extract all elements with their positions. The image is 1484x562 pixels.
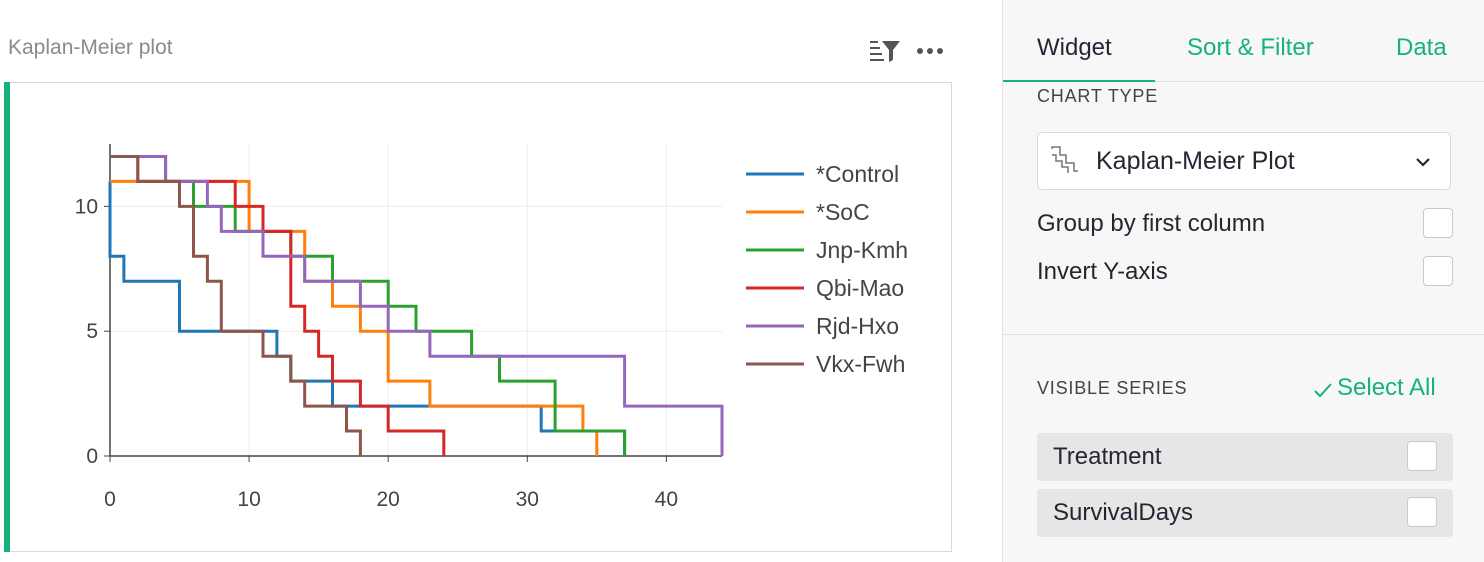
group-by-first-column-option: Group by first column — [1037, 208, 1453, 242]
select-all-button[interactable]: Select All — [1313, 374, 1436, 402]
visible-series-label: VISIBLE SERIES — [1037, 378, 1188, 398]
legend-layer: *Control *SoC Jnp-Kmh Qbi-Mao Rjd-Hxo Vkx-Fwh — [746, 161, 908, 377]
legend-label: Jnp-Kmh — [816, 237, 908, 263]
legend-label: *SoC — [816, 199, 870, 225]
tab-widget[interactable]: Widget — [1037, 34, 1112, 61]
invert-y-axis-option: Invert Y-axis — [1037, 256, 1453, 290]
chart-type-value: Kaplan-Meier Plot — [1096, 147, 1295, 175]
series-option-label: SurvivalDays — [1053, 499, 1194, 526]
sort-filter-icon[interactable] — [868, 38, 902, 64]
legend-label: Rjd-Hxo — [816, 313, 899, 339]
chevron-down-icon — [1414, 153, 1432, 171]
x-tick-label: 10 — [237, 488, 260, 511]
x-tick-label: 40 — [655, 488, 678, 511]
group-by-first-column-label: Group by first column — [1037, 210, 1266, 237]
active-tab-indicator — [1003, 80, 1155, 82]
select-all-label: Select All — [1337, 374, 1436, 401]
series-line-soc — [110, 179, 599, 456]
series-option-treatment[interactable]: Treatment — [1037, 433, 1453, 481]
x-tick-label: 20 — [377, 488, 400, 511]
x-tick-label: 0 — [104, 488, 116, 511]
check-icon — [1313, 379, 1333, 399]
invert-y-axis-checkbox[interactable] — [1423, 256, 1453, 286]
series-line-rjdhxo — [110, 155, 724, 456]
widget-title: Kaplan-Meier plot — [8, 36, 173, 59]
tab-data[interactable]: Data — [1396, 34, 1447, 61]
legend-label: Qbi-Mao — [816, 275, 904, 301]
chart-frame — [4, 82, 952, 552]
section-divider — [1003, 334, 1484, 335]
series-option-checkbox[interactable] — [1407, 497, 1437, 527]
tab-sort-filter[interactable]: Sort & Filter — [1187, 34, 1314, 61]
chart-type-select[interactable]: Kaplan-Meier Plot — [1037, 132, 1451, 190]
widget-area: Kaplan-Meier plot 0 10 20 30 40 0 5 10 *Control… — [4, 36, 952, 552]
series-line-jnpkmh — [110, 155, 627, 456]
legend-label: Vkx-Fwh — [816, 351, 905, 377]
series-line-vkxfwh — [110, 155, 362, 456]
series-option-checkbox[interactable] — [1407, 441, 1437, 471]
legend-label: *Control — [816, 161, 899, 187]
axis-layer: 0 10 20 30 40 0 5 10 — [75, 144, 722, 511]
y-tick-label: 10 — [75, 195, 98, 218]
series-line-qbimao — [110, 155, 446, 456]
y-tick-label: 5 — [86, 320, 98, 343]
series-option-label: Treatment — [1053, 443, 1162, 470]
tab-divider — [1155, 81, 1484, 82]
grid-layer — [110, 144, 722, 456]
y-tick-label: 0 — [86, 445, 98, 468]
x-tick-label: 30 — [516, 488, 539, 511]
kaplan-meier-plot-icon — [1050, 145, 1080, 175]
chart-type-label: CHART TYPE — [1037, 86, 1159, 106]
series-line-control — [108, 181, 627, 456]
right-panel: Widget Sort & Filter Data CHART TYPE Kap… — [1002, 0, 1484, 562]
widget-accent-bar — [4, 82, 10, 552]
group-by-first-column-checkbox[interactable] — [1423, 208, 1453, 238]
invert-y-axis-label: Invert Y-axis — [1037, 258, 1168, 285]
series-option-survivaldays[interactable]: SurvivalDays — [1037, 489, 1453, 537]
kaplan-meier-chart: 0 10 20 30 40 0 5 10 *Control *SoC Jnp-Kmh Qbi-Mao… — [75, 144, 908, 511]
series-layer — [108, 155, 724, 456]
more-options-icon[interactable] — [914, 40, 946, 62]
